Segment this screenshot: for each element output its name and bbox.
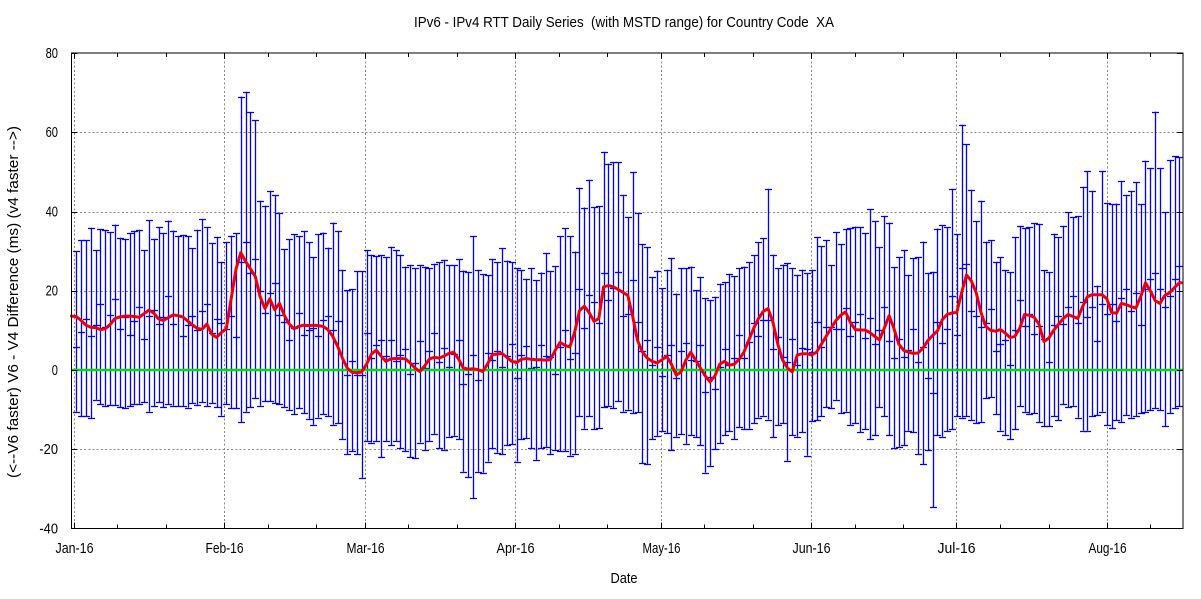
svg-text:Mar-16: Mar-16 [347, 541, 385, 557]
svg-text:Feb-16: Feb-16 [206, 541, 244, 557]
svg-text:60: 60 [46, 125, 58, 141]
svg-text:Jul-16: Jul-16 [938, 541, 976, 557]
svg-text:0: 0 [52, 363, 58, 379]
svg-text:Jan-16: Jan-16 [56, 541, 94, 557]
svg-text:Aug-16: Aug-16 [1089, 541, 1127, 557]
svg-text:Apr-16: Apr-16 [497, 541, 535, 557]
svg-text:(<--V6 faster) V6 - V4 Differe: (<--V6 faster) V6 - V4 Difference (ms) (… [6, 126, 22, 478]
svg-text:-20: -20 [39, 442, 58, 458]
svg-text:May-16: May-16 [643, 541, 681, 557]
svg-text:40: 40 [46, 204, 58, 220]
svg-text:IPv6 - IPv4 RTT Daily Series: IPv6 - IPv4 RTT Daily Series (with MSTD … [414, 15, 834, 31]
svg-text:-40: -40 [39, 521, 58, 537]
svg-text:80: 80 [46, 46, 58, 62]
svg-text:Jun-16: Jun-16 [793, 541, 831, 557]
svg-text:Date: Date [611, 571, 638, 587]
svg-text:20: 20 [46, 284, 58, 300]
